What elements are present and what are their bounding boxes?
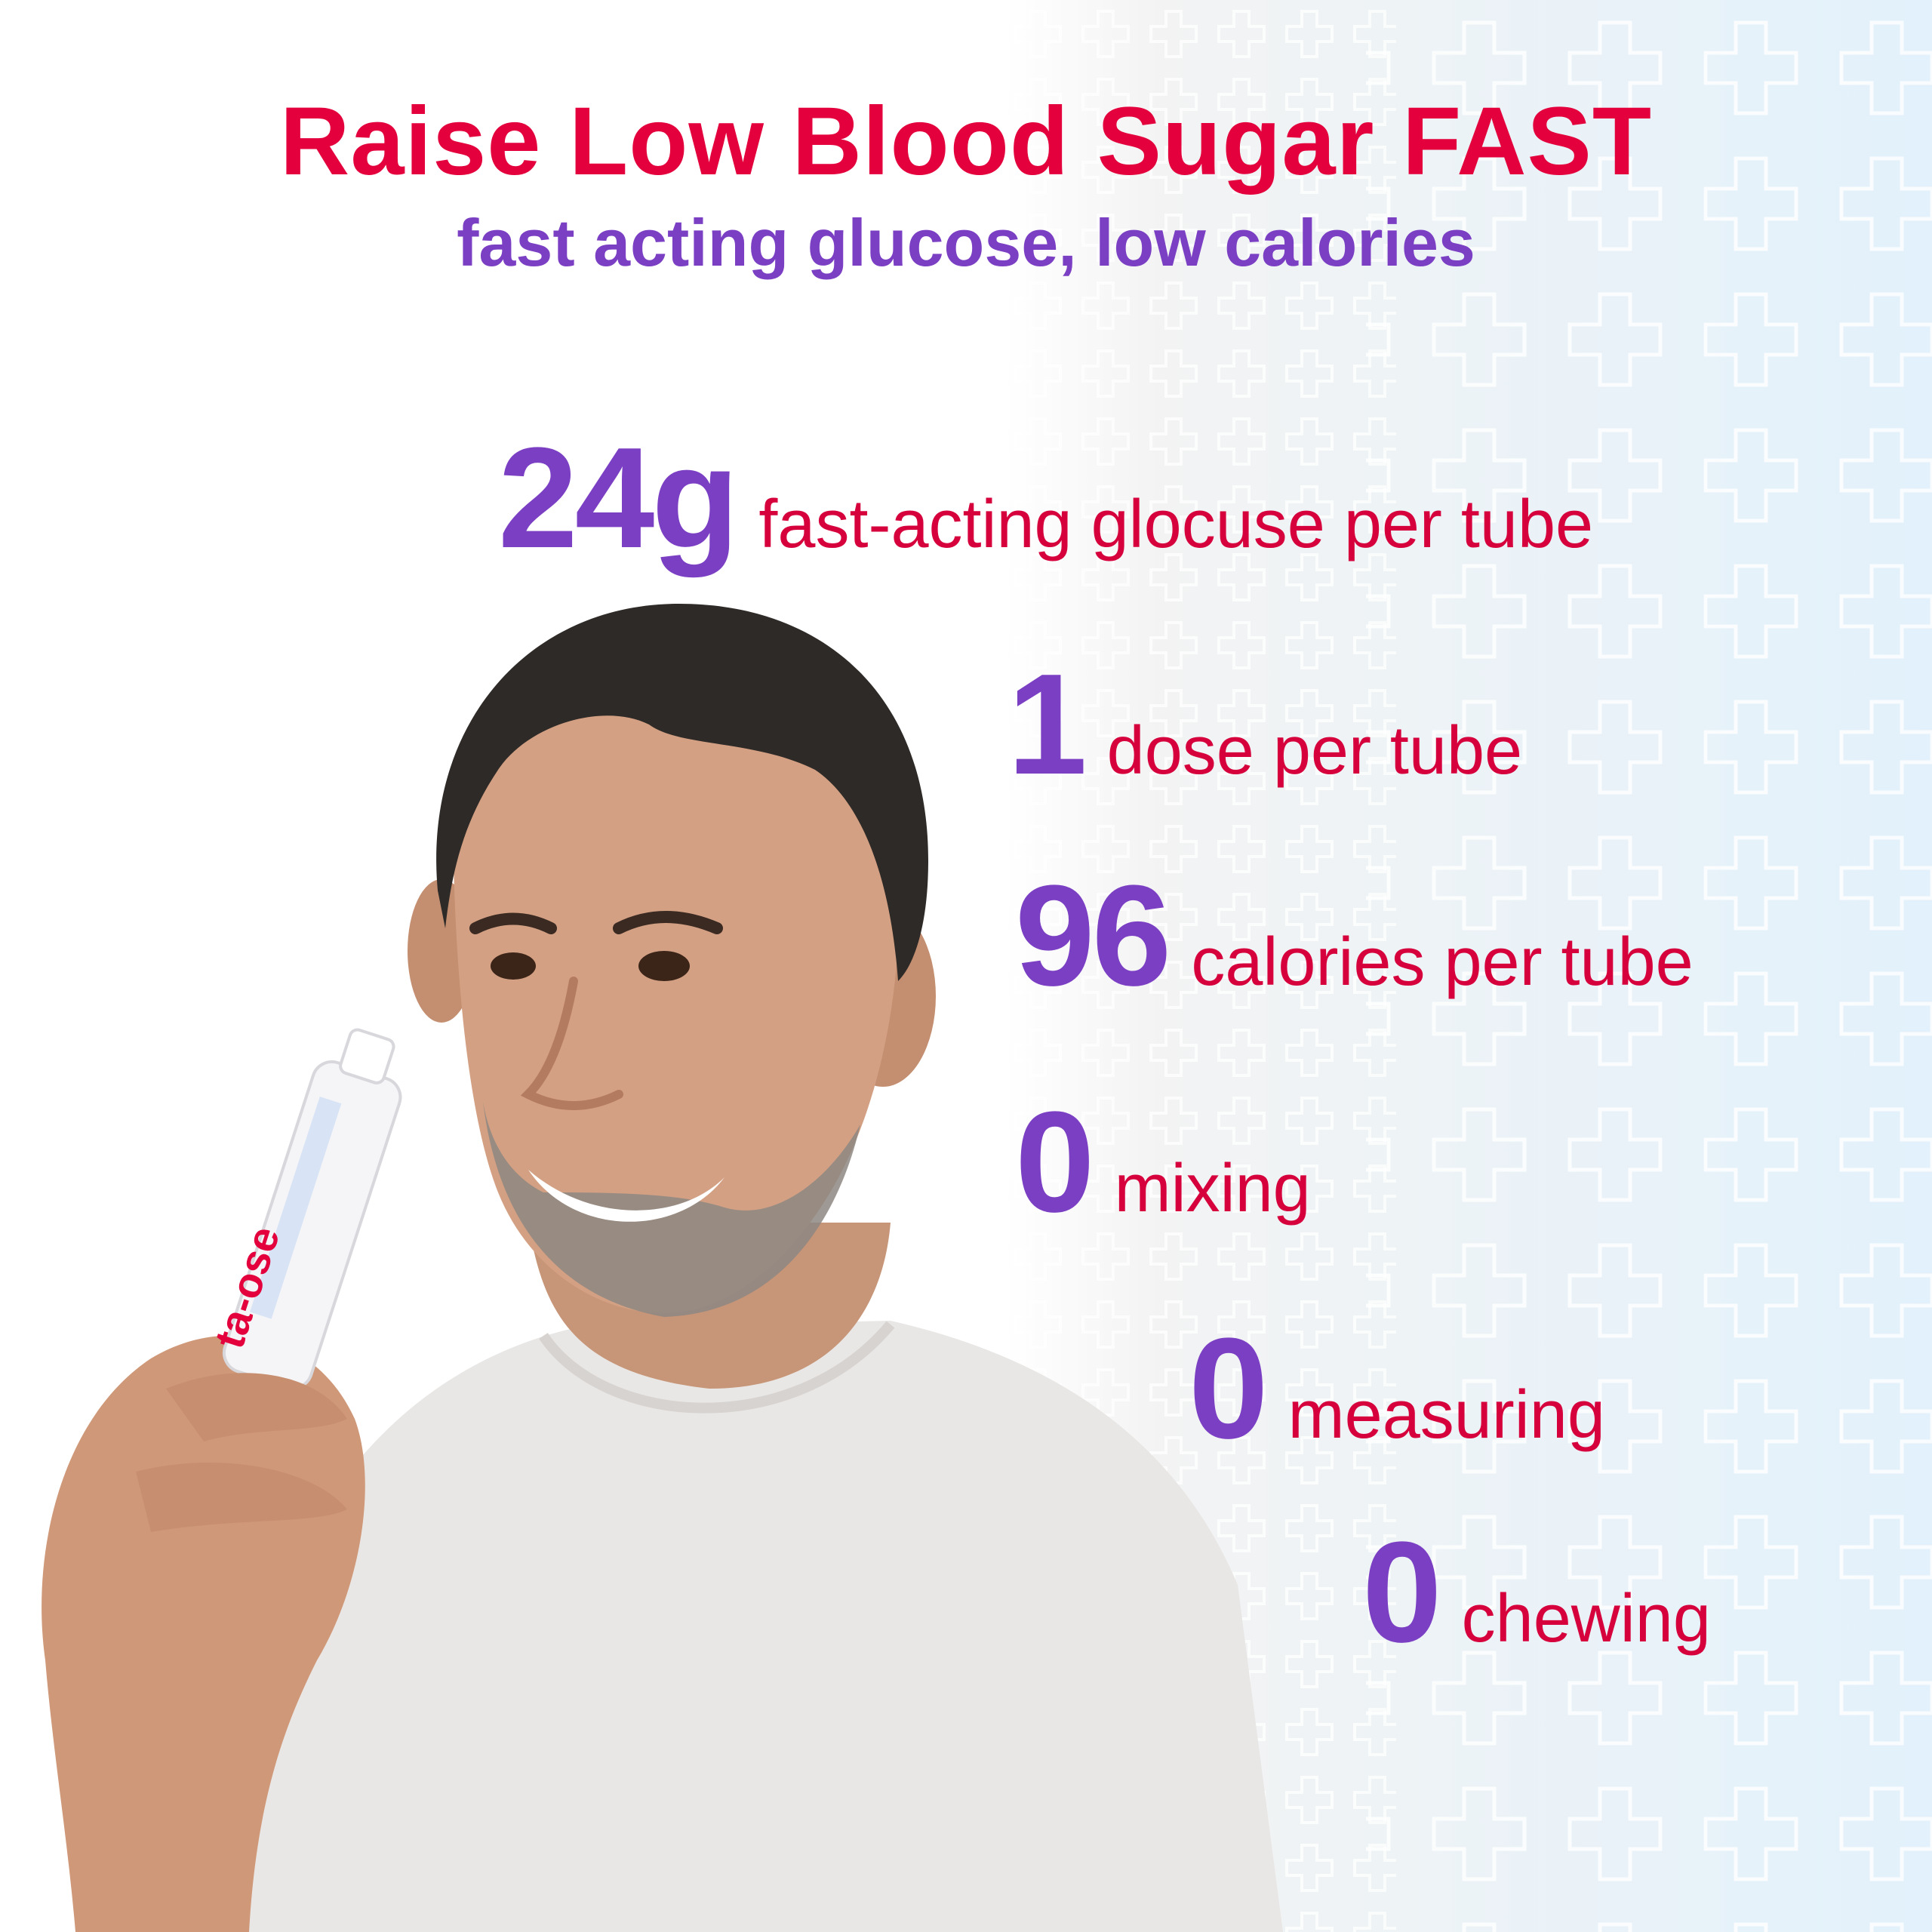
stat-row-calories: 96 calories per tube bbox=[1015, 860, 1694, 1011]
stat-row-measuring: 0 measuring bbox=[1189, 1313, 1605, 1464]
stat-value: 24g bbox=[498, 418, 739, 578]
stat-row-mixing: 0 mixing bbox=[1015, 1087, 1311, 1238]
stat-value: 0 bbox=[1189, 1309, 1269, 1469]
stat-value: 0 bbox=[1362, 1512, 1442, 1672]
stat-value: 1 bbox=[1008, 645, 1088, 804]
stat-label: calories per tube bbox=[1191, 924, 1694, 1000]
stat-label: chewing bbox=[1461, 1581, 1711, 1657]
plus-pattern-background bbox=[1004, 0, 1932, 1932]
headline-subtitle: fast acting glucose, low calories bbox=[457, 205, 1475, 280]
stat-label: fast-acting glocuse per tube bbox=[758, 487, 1594, 562]
headline-title: Raise Low Blood Sugar FAST bbox=[279, 88, 1653, 195]
stat-label: dose per tube bbox=[1106, 713, 1523, 789]
stat-row-chewing: 0 chewing bbox=[1362, 1517, 1711, 1668]
stat-row-glucose: 24g fast-acting glocuse per tube bbox=[498, 423, 1593, 574]
stat-row-dose: 1 dose per tube bbox=[1008, 649, 1522, 800]
stat-label: measuring bbox=[1287, 1377, 1605, 1453]
stat-value: 0 bbox=[1015, 1082, 1095, 1242]
man-holding-tube-photo: ta-ose bbox=[42, 604, 1283, 1932]
stat-value: 96 bbox=[1015, 856, 1171, 1016]
stat-label: mixing bbox=[1114, 1151, 1311, 1226]
